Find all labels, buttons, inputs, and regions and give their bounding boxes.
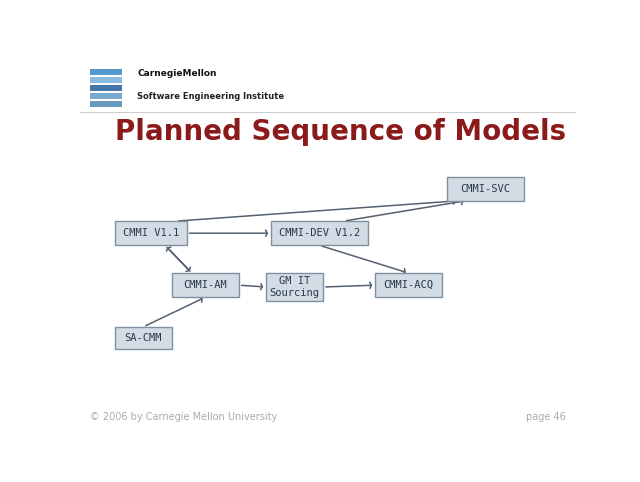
FancyBboxPatch shape [115, 327, 172, 349]
Text: CMMI-DEV V1.2: CMMI-DEV V1.2 [278, 228, 360, 238]
Text: CMMI V1.1: CMMI V1.1 [122, 228, 179, 238]
FancyBboxPatch shape [90, 93, 122, 99]
Text: CarnegieMellon: CarnegieMellon [137, 69, 216, 78]
FancyBboxPatch shape [115, 221, 187, 245]
Text: CMMI-SVC: CMMI-SVC [461, 184, 511, 194]
Text: page 46: page 46 [526, 412, 566, 422]
Text: SA-CMM: SA-CMM [125, 333, 162, 343]
FancyBboxPatch shape [447, 176, 524, 201]
Text: GM IT
Sourcing: GM IT Sourcing [269, 276, 319, 298]
FancyBboxPatch shape [172, 273, 239, 297]
FancyBboxPatch shape [90, 77, 122, 83]
FancyBboxPatch shape [90, 101, 122, 107]
Text: © 2006 by Carnegie Mellon University: © 2006 by Carnegie Mellon University [90, 412, 277, 422]
FancyBboxPatch shape [271, 221, 368, 245]
Text: CMMI-AM: CMMI-AM [184, 280, 227, 290]
Text: Software Engineering Institute: Software Engineering Institute [137, 93, 284, 101]
Text: CMMI-ACQ: CMMI-ACQ [383, 280, 434, 290]
FancyBboxPatch shape [266, 273, 323, 301]
Text: Planned Sequence of Models: Planned Sequence of Models [115, 118, 566, 146]
FancyBboxPatch shape [375, 273, 442, 297]
FancyBboxPatch shape [90, 85, 122, 91]
FancyBboxPatch shape [90, 69, 122, 75]
